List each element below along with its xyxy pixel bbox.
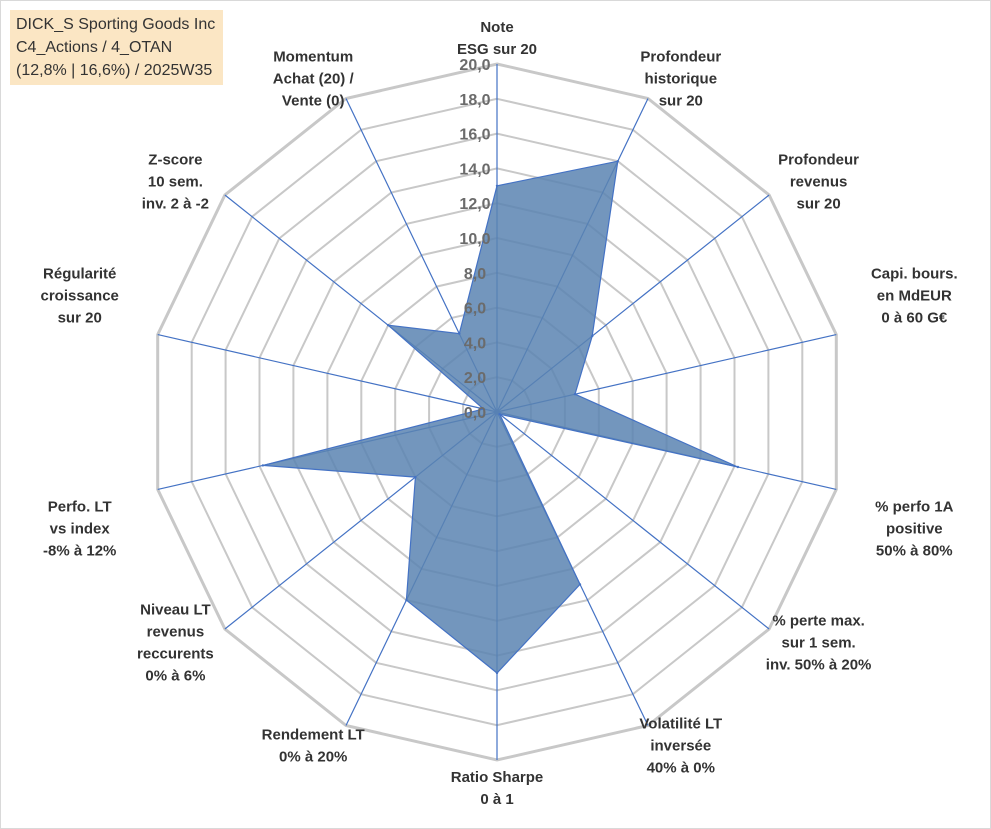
data-point: [458, 332, 461, 335]
axis-label: Rendement LT 0% à 20%: [262, 726, 365, 765]
tick-label: 10,0: [459, 231, 490, 248]
tick-label: 2,0: [464, 370, 486, 387]
tick-label: 14,0: [459, 161, 490, 178]
axis-label-line: Momentum: [273, 49, 353, 66]
axis-label: Régularité croissance sur 20: [41, 266, 119, 327]
data-point: [498, 413, 501, 416]
axis-label-line: Achat (20) /: [273, 71, 355, 88]
axis-label: % perte max. sur 1 sem. inv. 50% à 20%: [766, 613, 872, 674]
axis-label-line: 0 à 1: [480, 791, 513, 808]
data-point: [495, 671, 499, 675]
performance-week: (12,8% | 16,6%) / 2025W35: [16, 62, 213, 79]
data-point: [495, 184, 499, 187]
data-point: [573, 393, 577, 396]
axis-label-line: inversée: [650, 737, 711, 754]
axis-label-line: 0% à 20%: [279, 748, 347, 765]
axis-labels: Note ESG sur 20 Profondeur historique sur 20…: [41, 19, 958, 808]
axis-label-line: Volatilité LT: [639, 715, 722, 732]
tick-label: 20,0: [459, 57, 490, 74]
axis-label-line: Vente (0): [282, 93, 345, 110]
data-point: [616, 160, 619, 163]
axis-spoke: [157, 334, 498, 413]
tick-label: 16,0: [459, 127, 490, 144]
axis-label: Profondeur revenus sur 20: [778, 151, 859, 212]
radar-series: [261, 160, 740, 675]
tick-label: 0,0: [464, 405, 486, 422]
axis-label: % perfo 1A positive 50% à 80%: [875, 498, 954, 559]
axis-label-line: Régularité: [43, 266, 116, 283]
axis-label-line: -8% à 12%: [43, 542, 116, 559]
tick-label: 6,0: [464, 301, 486, 318]
axis-label-line: revenus: [147, 624, 205, 641]
axis-label-line: Note: [480, 19, 513, 36]
axis-label-line: inv. 50% à 20%: [766, 657, 872, 674]
data-point: [736, 465, 740, 469]
tick-label: 4,0: [464, 335, 486, 352]
axis-spoke: [496, 411, 770, 630]
axis-label: Z-score 10 sem. inv. 2 à -2: [142, 151, 209, 212]
axis-label-line: croissance: [41, 288, 119, 305]
axis-label-line: 0% à 6%: [145, 668, 205, 685]
axis-label-line: % perte max.: [772, 613, 865, 630]
axis-label: Capi. bours. en MdEUR 0 à 60 G€: [871, 266, 958, 327]
axis-label-line: 10 sem.: [148, 173, 203, 190]
axis-label-line: 40% à 0%: [647, 759, 715, 776]
axis-label-line: sur 20: [58, 310, 102, 327]
axis-label: Profondeur historique sur 20: [640, 49, 721, 110]
axis-label: Perfo. LT vs index -8% à 12%: [43, 498, 116, 559]
axis-label-line: vs index: [50, 520, 111, 537]
company-name: DICK_S Sporting Goods Inc: [16, 16, 216, 33]
axis-label-line: Niveau LT: [140, 602, 211, 619]
data-point: [387, 324, 390, 327]
axis-label-line: Profondeur: [778, 151, 859, 168]
data-point: [578, 583, 582, 586]
axis-label-line: Capi. bours.: [871, 266, 958, 283]
axis-label-line: ESG sur 20: [457, 41, 537, 58]
axis-label: Volatilité LT inversée 40% à 0%: [639, 715, 722, 776]
axis-label: Momentum Achat (20) / Vente (0): [273, 49, 355, 110]
axis-label-line: % perfo 1A: [875, 498, 954, 515]
axis-label-line: revenus: [790, 173, 848, 190]
axis-label-line: Z-score: [148, 151, 202, 168]
axis-label: Ratio Sharpe 0 à 1: [451, 769, 544, 808]
axis-label-line: positive: [886, 520, 943, 537]
axis-label-line: Ratio Sharpe: [451, 769, 544, 786]
data-point: [414, 475, 417, 479]
axis-label-line: inv. 2 à -2: [142, 195, 209, 212]
info-box: DICK_S Sporting Goods Inc C4_Actions / 4…: [10, 10, 224, 85]
axis-label-line: historique: [645, 71, 718, 88]
tick-label: 18,0: [459, 92, 490, 109]
axis-label-line: 50% à 80%: [876, 542, 953, 559]
axis-label: Note ESG sur 20: [457, 19, 537, 58]
data-point: [261, 464, 265, 467]
axis-label-line: Rendement LT: [262, 726, 365, 743]
axis-label-line: Profondeur: [640, 49, 721, 66]
axis-label-line: sur 20: [796, 195, 840, 212]
data-point: [482, 407, 485, 411]
axis-label-line: sur 1 sem.: [781, 635, 855, 652]
axis-label-line: reccurents: [137, 646, 214, 663]
axis-label-line: 0 à 60 G€: [881, 310, 948, 327]
axis-label-line: Perfo. LT: [48, 498, 112, 515]
data-point: [405, 598, 408, 602]
data-point: [591, 334, 594, 338]
axis-label-line: sur 20: [659, 93, 703, 110]
portfolio-path: C4_Actions / 4_OTAN: [16, 39, 173, 56]
axis-label-line: en MdEUR: [877, 288, 952, 305]
tick-label: 12,0: [459, 196, 490, 213]
tick-label: 8,0: [464, 266, 486, 283]
radial-tick-labels: 0,0 2,0 4,0 6,0 8,0 10,0 12,0 14,0 16,0 18,0 20,0: [459, 57, 490, 422]
axis-label: Niveau LT revenus reccurents 0% à 6%: [137, 602, 214, 685]
